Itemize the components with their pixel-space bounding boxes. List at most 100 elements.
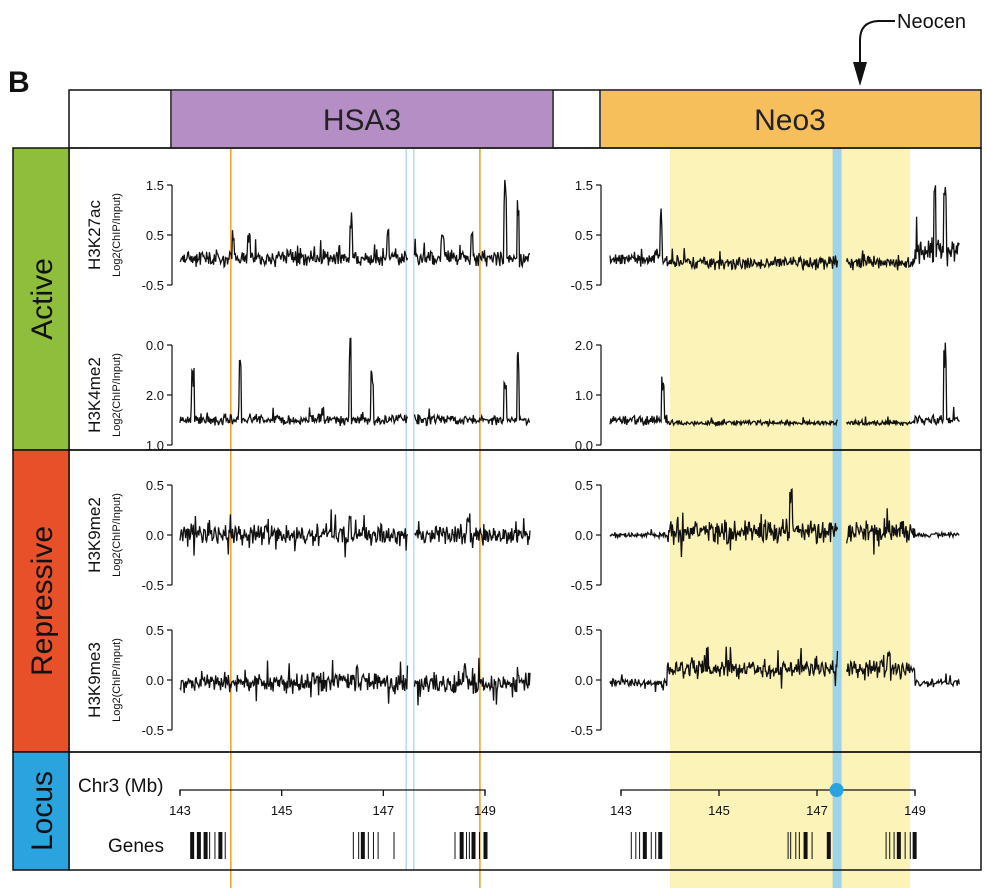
track-name-h3k27ac: H3K27ac [85, 200, 104, 270]
y-tick-label-left-2-0: 0.5 [146, 478, 164, 493]
gene-left-3-5 [478, 832, 480, 859]
gene-left-3-6 [483, 832, 488, 859]
repressive-group-label: Repressive [26, 526, 59, 676]
y-tick-label-right-2-0: 0.5 [575, 478, 593, 493]
chr-tick-label-left-3: 149 [474, 803, 496, 818]
chr-axis-label: Chr3 (Mb) [78, 776, 164, 797]
gene-right-0-5 [655, 832, 657, 859]
locus-layer: Chr3 (Mb) Genes 143 145 147 149 143 145 147 149 [78, 776, 926, 859]
gene-left-0-4 [214, 832, 216, 859]
signal-right-h3k4me2 [609, 342, 960, 428]
gene-right-1-4 [803, 832, 808, 859]
signal-right-h3k9me2 [609, 487, 960, 558]
chr-tick-label-right-3: 149 [904, 803, 926, 818]
y-tick-label-right-3-0: 0.5 [575, 623, 593, 638]
signal-left-h3k9me3 [179, 657, 531, 706]
track-name-h3k9me2: H3K9me2 [85, 497, 104, 573]
gene-right-0-3 [642, 832, 647, 859]
genes-label: Genes [108, 836, 164, 857]
gene-right-0-4 [650, 832, 652, 859]
y-tick-label-left-2-2: -0.5 [142, 578, 164, 593]
headers-layer: HSA3 Neo3 [172, 91, 980, 147]
gene-right-3-1 [889, 832, 891, 859]
y-tick-label-right-2-2: -0.5 [571, 578, 593, 593]
locus-group-label: Locus [26, 771, 59, 851]
gene-left-0-3 [209, 832, 211, 859]
gene-left-3-2 [466, 832, 468, 859]
y-tick-label-left-3-1: 0.0 [146, 673, 164, 688]
active-group-label: Active [26, 258, 59, 340]
panel-letter: B [8, 66, 30, 99]
callout-arrow [859, 20, 895, 64]
gene-left-3-0 [454, 832, 456, 859]
neocentromere-marker [829, 783, 844, 797]
signal-left-h3k9me2 [179, 509, 531, 558]
chr-tick-label-right-2: 147 [806, 803, 828, 818]
chr-tick-label-right-1: 145 [708, 803, 730, 818]
gene-right-1-5 [811, 832, 813, 859]
gene-right-3-6 [912, 832, 917, 859]
y-tick-label-right-1-1: 1.0 [575, 388, 593, 403]
chr-tick-label-left-2: 147 [372, 803, 394, 818]
gene-left-2-0 [393, 832, 395, 859]
gene-right-1-1 [790, 832, 792, 859]
gene-left-3-4 [471, 832, 476, 859]
gene-right-1-2 [795, 832, 797, 859]
chr-tick-label-left-1: 145 [271, 803, 293, 818]
y-tick-label-right-1-2: 0.0 [575, 438, 593, 453]
gene-left-1-5 [377, 832, 379, 859]
background-layer [230, 148, 911, 888]
y-tick-label-left-1-2: 1.0 [146, 438, 164, 453]
y-tick-label-left-0-2: -0.5 [142, 278, 164, 293]
y-tick-label-left-3-0: 0.5 [146, 623, 164, 638]
y-tick-label-right-0-1: 0.5 [575, 228, 593, 243]
gene-left-0-2 [203, 832, 208, 859]
y-tick-label-left-2-1: 0.0 [146, 528, 164, 543]
neocentromere-callout: Neocen [897, 11, 966, 33]
gene-left-0-5 [218, 832, 223, 859]
gene-left-0-0 [190, 832, 195, 859]
y-tick-label-right-1-0: 2.0 [575, 338, 593, 353]
signal-left-h3k4me2 [179, 337, 531, 427]
track-ylabel-1: Log2(ChIP/Input) [111, 353, 123, 437]
chr-axis-left [179, 789, 486, 794]
gene-left-1-4 [372, 832, 374, 859]
gene-right-3-4 [904, 832, 906, 859]
y-tick-label-left-0-1: 0.5 [146, 228, 164, 243]
group-labels-layer: Active Repressive Locus [12, 147, 70, 871]
gene-left-3-3 [468, 832, 470, 859]
gene-right-0-0 [630, 832, 632, 859]
gene-right-1-0 [787, 832, 789, 859]
hsa3-header-label: HSA3 [323, 104, 401, 137]
gene-left-0-1 [196, 832, 201, 859]
gene-left-1-2 [360, 832, 365, 859]
track-ylabel-0: Log2(ChIP/Input) [111, 193, 123, 277]
track-name-h3k9me3: H3K9me3 [85, 642, 104, 718]
gene-right-3-3 [896, 832, 901, 859]
tracks-layer: H3K27ac Log2(ChIP/Input) 1.5 0.5 -0.5 1.5 0.5 -… [85, 178, 960, 738]
neo3-header-label: Neo3 [754, 104, 826, 137]
signal-left-h3k27ac [179, 179, 530, 269]
gene-left-1-3 [367, 832, 369, 859]
gene-right-3-2 [893, 832, 895, 859]
y-tick-label-left-1-0: 0.0 [146, 338, 164, 353]
y-tick-label-right-3-1: 0.0 [575, 673, 593, 688]
gene-left-0-6 [224, 832, 226, 859]
y-tick-label-right-0-2: -0.5 [571, 278, 593, 293]
signal-right-h3k27ac [609, 185, 960, 271]
y-tick-label-right-0-0: 1.5 [575, 178, 593, 193]
y-tick-label-left-1-1: 2.0 [146, 388, 164, 403]
hsa3-header-bg [172, 91, 552, 147]
y-tick-label-left-3-2: -0.5 [142, 723, 164, 738]
track-name-h3k4me2: H3K4me2 [85, 357, 104, 433]
gene-left-3-1 [459, 832, 464, 859]
gene-right-0-2 [639, 832, 641, 859]
gene-right-3-5 [909, 832, 911, 859]
chr-tick-label-left-0: 143 [169, 803, 191, 818]
locus-group-bar [12, 751, 70, 871]
y-tick-label-right-3-2: -0.5 [571, 723, 593, 738]
gene-right-0-1 [635, 832, 637, 859]
gene-left-1-0 [352, 832, 354, 859]
y-tick-label-left-0-0: 1.5 [146, 178, 164, 193]
